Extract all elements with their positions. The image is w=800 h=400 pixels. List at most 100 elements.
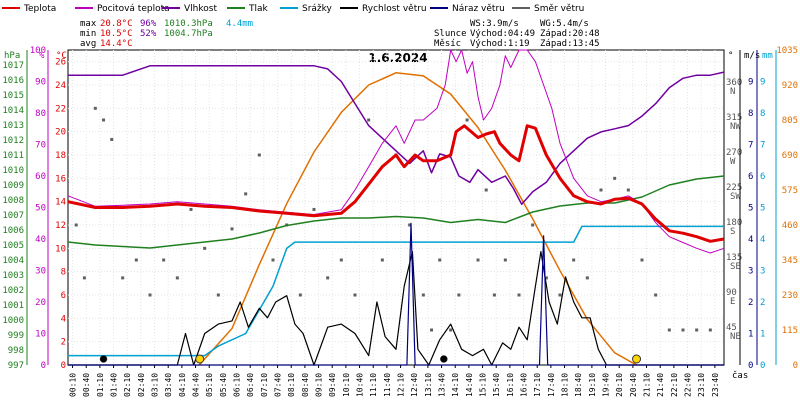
wind-direction-point [613, 176, 617, 180]
time-tick-label: 12:40 [410, 373, 419, 397]
wind-direction-point [465, 118, 469, 122]
hpa-unit: hPa [4, 51, 20, 61]
time-tick-label: 13:40 [438, 373, 447, 397]
time-tick-label: 03:40 [164, 373, 173, 397]
time-tick-label: 17:10 [533, 373, 542, 397]
hpa-tick-label: 1014 [2, 106, 24, 116]
hpa-tick-label: 1007 [2, 211, 24, 221]
time-tick-label: 04:10 [178, 373, 187, 397]
time-tick-label: 10:40 [356, 373, 365, 397]
pct-tick-label: 70 [35, 141, 46, 151]
wind-direction-point [110, 137, 114, 141]
date-label: 1.6.2024 [368, 51, 427, 65]
hpa-tick-label: 1009 [2, 181, 24, 191]
time-tick-label: 14:10 [451, 373, 460, 397]
series-vlhkost [68, 65, 725, 206]
stat-min-hum: 52% [140, 29, 157, 39]
wind-direction-point [421, 293, 425, 297]
time-tick-label: 09:40 [328, 373, 337, 397]
hpa-tick-label: 1008 [2, 196, 24, 206]
time-tick-label: 22:10 [670, 373, 679, 397]
time-tick-label: 20:40 [629, 373, 638, 397]
wind-direction-point [175, 276, 179, 280]
stat-max-label: max [80, 19, 97, 29]
wind-direction-point [189, 207, 193, 211]
series-tlak [67, 175, 725, 249]
dir-tick-deg: 180 [726, 218, 742, 228]
ms-tick-label: 3 [748, 267, 753, 277]
time-tick-label: 21:10 [643, 373, 652, 397]
pct-tick-label: 100 [30, 46, 46, 56]
ms-tick-label: 1 [748, 330, 753, 340]
dir-tick-deg: 225 [726, 183, 742, 193]
sun-tick-label: 345 [782, 256, 798, 266]
sun-tick-label: 920 [782, 81, 798, 91]
stat-min-temp: 10.5°C [100, 29, 133, 39]
time-tick-label: 04:40 [192, 373, 201, 397]
c-tick-label: 10 [55, 244, 66, 254]
wind-direction-point [121, 276, 125, 280]
wind-direction-point [367, 118, 371, 122]
wind-direction-point [244, 192, 248, 196]
hpa-tick-label: 1006 [2, 226, 24, 236]
wind-direction-point [102, 118, 106, 122]
sunrise-marker [195, 354, 205, 364]
pct-tick-label: 40 [35, 235, 46, 245]
wind-direction-point [298, 293, 302, 297]
c-tick-label: 2 [61, 338, 66, 348]
info-sun-set: Západ:20:48 [540, 29, 600, 39]
hpa-tick-label: 1002 [2, 286, 24, 296]
sun-tick-label: 690 [782, 151, 798, 161]
moonrise-marker [99, 355, 108, 363]
hpa-tick-label: 1005 [2, 241, 24, 251]
mm-tick-label: 8 [760, 109, 765, 119]
wind-direction-points [74, 106, 712, 332]
time-tick-label: 02:10 [123, 373, 132, 397]
series-rychlost-v-tru [68, 251, 724, 366]
time-tick-label: 23:10 [697, 373, 706, 397]
wind-direction-point [476, 258, 480, 262]
wind-direction-point [544, 276, 548, 280]
stat-min-label: min [80, 29, 96, 39]
time-tick-label: 08:10 [287, 373, 296, 397]
pct-tick-label: 30 [35, 267, 46, 277]
wind-direction-point [438, 258, 442, 262]
dir-tick-deg: 45 [726, 323, 737, 333]
dir-tick-name: SE [730, 262, 741, 272]
wind-direction-point [667, 328, 671, 332]
wind-direction-point [708, 328, 712, 332]
hpa-tick-label: 1011 [2, 151, 24, 161]
c-tick-label: 8 [61, 268, 66, 278]
time-tick-label: 00:40 [82, 373, 91, 397]
ms-tick-label: 9 [748, 78, 753, 88]
pct-tick-label: 50 [35, 204, 46, 214]
dir-tick-name: NE [730, 332, 741, 342]
time-tick-label: 11:40 [383, 373, 392, 397]
c-tick-label: 16 [55, 174, 66, 184]
wind-direction-point [457, 293, 461, 297]
time-tick-label: 19:10 [588, 373, 597, 397]
stat-max-temp: 20.8°C [100, 19, 133, 29]
time-tick-label: 18:10 [561, 373, 570, 397]
moonset-marker [440, 355, 448, 363]
hpa-tick-label: 1003 [2, 271, 24, 281]
stat-min-press: 1004.7hPa [164, 29, 213, 39]
mm-tick-label: 0 [760, 361, 765, 371]
sun-tick-label: 115 [782, 326, 798, 336]
info-moon-label: Měsíc [434, 39, 461, 49]
info-wg: WG:5.4m/s [540, 19, 589, 29]
time-tick-label: 00:10 [69, 373, 78, 397]
dir-tick-name: NW [730, 122, 741, 132]
c-unit: °C [56, 51, 67, 61]
hpa-tick-label: 1012 [2, 136, 24, 146]
ms-unit: m/s [744, 51, 760, 61]
info-sun-rise: Východ:04:49 [470, 29, 535, 39]
wind-direction-point [230, 227, 234, 231]
time-tick-label: 07:40 [274, 373, 283, 397]
sun-tick-label: 805 [782, 116, 798, 126]
stat-max-rain: 4.4mm [226, 19, 253, 29]
wind-direction-point [82, 276, 86, 280]
wind-direction-point [654, 293, 658, 297]
time-tick-label: 09:10 [315, 373, 324, 397]
